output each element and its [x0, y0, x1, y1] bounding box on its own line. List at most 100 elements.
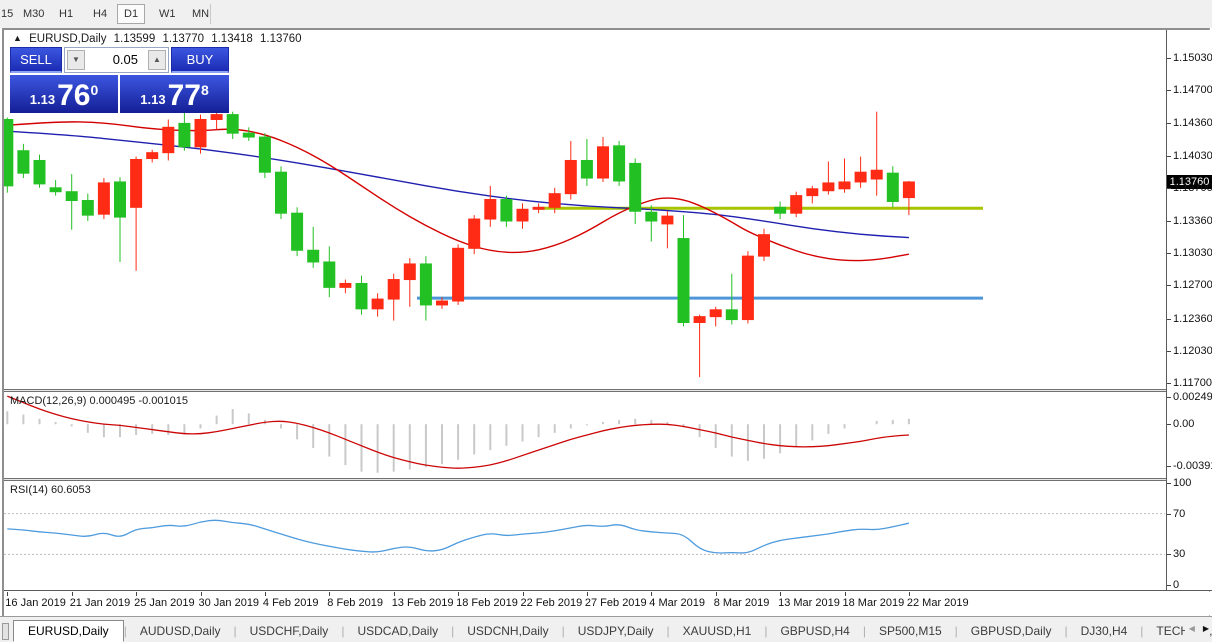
tab-usdcnh-daily[interactable]: USDCNH,Daily	[467, 624, 549, 638]
macd-pane[interactable]	[4, 392, 1166, 478]
tab-scroll-right-icon[interactable]: ▶	[1202, 624, 1209, 633]
candle-body	[548, 193, 561, 208]
tab-usdcad-daily[interactable]: USDCAD,Daily	[357, 624, 439, 638]
candle-body	[146, 152, 159, 160]
timeframe-toolbar: 15 M30 H1 H4 D1 W1 MN	[0, 0, 1212, 28]
candle-body	[564, 159, 577, 195]
volume-input[interactable]: 0.05	[112, 52, 138, 67]
price-axis[interactable]	[1166, 30, 1212, 590]
price-axis-label: 1.15030	[1173, 52, 1212, 64]
ohlc-close-value: 1.13760	[260, 33, 302, 45]
date-axis-label: 22 Mar 2019	[906, 597, 969, 609]
date-axis-tick	[586, 592, 588, 596]
price-axis-tick	[1167, 123, 1171, 125]
candle-body	[403, 263, 416, 281]
candle-body	[194, 118, 207, 148]
candle-body	[419, 263, 432, 306]
date-axis-label: 25 Jan 2019	[134, 597, 195, 609]
macd-axis-tick	[1167, 424, 1171, 426]
candle-body	[854, 171, 867, 183]
candle-body	[210, 114, 223, 120]
tab-separator: |	[764, 624, 768, 638]
date-axis-label: 18 Feb 2019	[456, 597, 518, 609]
price-axis-label: 1.13700	[1173, 181, 1212, 194]
timeframe-button-W1[interactable]: W1	[159, 8, 176, 20]
pane-divider	[4, 590, 1212, 591]
tab-bar-grip[interactable]	[2, 622, 9, 640]
candle-body	[806, 188, 819, 197]
candle-body	[725, 309, 738, 321]
pane-divider[interactable]	[4, 389, 1211, 392]
macd-axis-label: -0.003919	[1173, 460, 1212, 473]
sell-price-sup: 0	[90, 82, 99, 98]
tab-eurusd-daily[interactable]: EURUSD,Daily	[13, 619, 124, 642]
price-axis-tick	[1167, 318, 1171, 320]
ma-blue-line	[7, 130, 909, 239]
buy-button[interactable]: BUY	[171, 47, 229, 73]
tab-audusd-daily[interactable]: AUDUSD,Daily	[139, 624, 221, 638]
timeframe-button-D1[interactable]: D1	[117, 4, 146, 24]
date-axis-label: 8 Feb 2019	[327, 597, 383, 609]
candle-body	[291, 212, 304, 251]
pane-divider[interactable]	[4, 478, 1211, 481]
tab-usdchf-daily[interactable]: USDCHF,Daily	[249, 624, 329, 638]
price-axis-label: 1.12030	[1173, 344, 1212, 357]
candle-body	[65, 191, 78, 201]
tab-dj30-h4[interactable]: DJ30,H4	[1080, 624, 1128, 638]
tab-gbpusd-h4[interactable]: GBPUSD,H4	[780, 624, 850, 638]
date-axis-tick	[71, 592, 73, 596]
tab-scroll-left-icon[interactable]: ◀	[1188, 624, 1195, 633]
date-axis-label: 4 Mar 2019	[649, 597, 705, 609]
toolbar-separator	[210, 4, 211, 24]
tab-gbpusd-daily[interactable]: GBPUSD,Daily	[970, 624, 1052, 638]
candle-body	[693, 316, 706, 323]
date-axis-label: 13 Mar 2019	[778, 597, 840, 609]
candle-body	[323, 261, 336, 288]
sell-price-display[interactable]: 1.13 76 0	[10, 75, 118, 113]
candle-body	[516, 208, 529, 222]
date-axis-tick	[136, 592, 138, 596]
date-axis-tick	[651, 592, 653, 596]
date-axis-label: 27 Feb 2019	[584, 597, 647, 609]
buy-price-display[interactable]: 1.13 77 8	[120, 75, 229, 113]
candle-body	[741, 255, 754, 321]
timeframe-button-H1[interactable]: H1	[59, 8, 74, 20]
buy-price-prefix: 1.13	[140, 92, 166, 107]
date-axis-tick	[780, 592, 782, 596]
timeframe-button-M30[interactable]: M30	[23, 8, 45, 20]
tab-scroll-arrows: ◀ ▶	[1184, 621, 1209, 637]
macd-signal-line	[7, 395, 909, 469]
candle-body	[870, 169, 883, 180]
candle-body	[275, 171, 287, 214]
candle-body	[902, 181, 915, 199]
date-axis-label: 18 Mar 2019	[842, 597, 905, 609]
rsi-axis-tick	[1167, 585, 1171, 586]
tab-usdjpy-daily[interactable]: USDJPY,Daily	[577, 624, 654, 638]
timeframe-button-MN[interactable]: MN	[192, 8, 210, 20]
ohlc-open-value: 1.13599	[113, 33, 156, 45]
price-axis-label: 1.14360	[1173, 117, 1212, 130]
candle-body	[790, 195, 803, 214]
date-axis-tick	[908, 592, 910, 596]
candle-body	[33, 159, 46, 185]
volume-decrease-button[interactable]: ▼	[67, 50, 85, 70]
candle-body	[4, 118, 14, 187]
macd-axis-label: 0.002495	[1173, 391, 1212, 404]
sell-price-big: 76	[57, 79, 91, 112]
price-axis-tick	[1167, 285, 1171, 287]
rsi-pane[interactable]	[4, 481, 1166, 590]
sell-button[interactable]: SELL	[10, 47, 62, 73]
price-axis-label: 1.14700	[1173, 84, 1212, 97]
tab-sp500-m15[interactable]: SP500,M15	[878, 624, 942, 638]
date-axis[interactable]: 16 Jan 2019 21 Jan 2019 25 Jan 2019 30 Jan …	[4, 592, 1212, 615]
timeframe-button-15[interactable]: 15	[1, 8, 14, 20]
tab-xauusd-h1[interactable]: XAUUSD,H1	[682, 624, 752, 638]
date-axis-label: 4 Feb 2019	[262, 597, 319, 609]
volume-increase-button[interactable]: ▲	[148, 50, 166, 70]
chart-title: ▲ EURUSD,Daily 1.13599 1.13770 1.13418 1…	[13, 33, 306, 45]
rsi-label: RSI(14) 60.6053	[10, 484, 91, 496]
candle-body	[371, 298, 384, 310]
price-axis-label: 1.14030	[1173, 149, 1212, 162]
timeframe-button-H4[interactable]: H4	[93, 8, 108, 20]
current-price-badge: 1.13760	[1167, 174, 1212, 189]
